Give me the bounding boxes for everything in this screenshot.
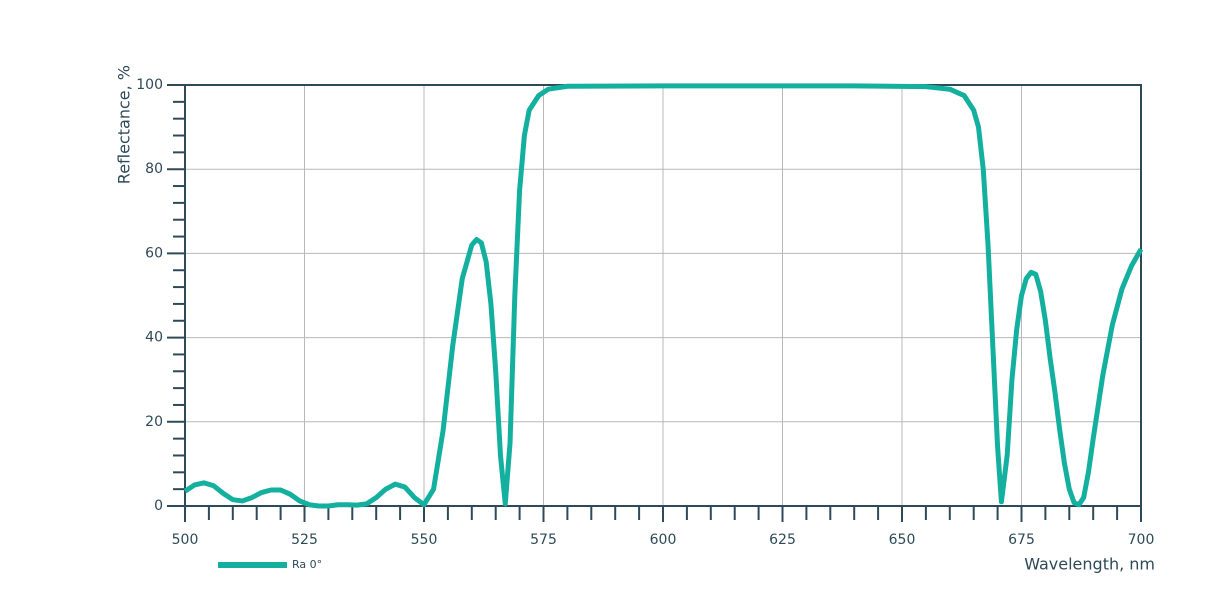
x-tick-label: 675 — [1008, 532, 1035, 548]
x-tick-label: 550 — [411, 532, 438, 548]
y-tick-label: 100 — [136, 77, 163, 93]
y-tick-label: 80 — [145, 161, 163, 177]
x-axis-label: Wavelength, nm — [1024, 555, 1155, 574]
y-tick-label: 20 — [145, 414, 163, 430]
y-tick-label: 40 — [145, 330, 163, 346]
x-tick-label: 525 — [291, 532, 318, 548]
legend-label: Ra 0° — [292, 558, 322, 571]
x-tick-label: 625 — [769, 532, 796, 548]
y-tick-label: 60 — [145, 245, 163, 261]
x-tick-label: 650 — [889, 532, 916, 548]
x-tick-label: 500 — [172, 532, 199, 548]
x-tick-label: 700 — [1128, 532, 1155, 548]
y-axis-label: Reflectance, % — [115, 65, 134, 184]
series-line — [183, 83, 1144, 509]
x-tick-label: 600 — [650, 532, 677, 548]
x-tick-label: 575 — [530, 532, 557, 548]
y-tick-label: 0 — [154, 498, 163, 514]
